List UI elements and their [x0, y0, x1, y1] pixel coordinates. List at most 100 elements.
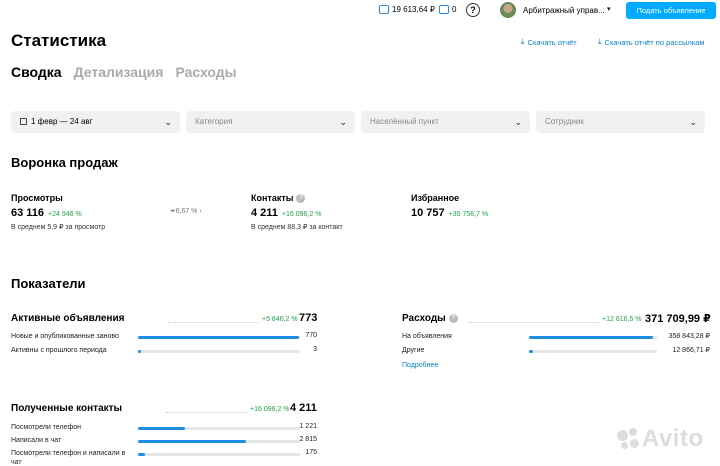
bar-fill — [138, 427, 185, 430]
received-contacts-row-label: Написали в чат — [11, 437, 62, 444]
views-delta: +24 946 % — [48, 211, 82, 218]
top-bar: 19 613,64 ₽ 0 ? Арбитражный управ... ▾ П… — [0, 0, 720, 22]
employee-placeholder: Сотрудник — [545, 117, 584, 126]
download-mailing-label: Скачать отчёт по рассылкам — [604, 37, 705, 47]
category-placeholder: Категория — [195, 117, 233, 126]
page-title: Статистика — [11, 31, 107, 50]
messages-link[interactable]: 0 — [439, 5, 456, 14]
contacts-value: 4 211 — [251, 207, 278, 219]
question-icon[interactable]: ? — [296, 193, 306, 203]
favorites-delta: +35 756,7 % — [448, 211, 489, 218]
expenses-delta: +12 616,5 % — [602, 316, 642, 323]
bar-fill — [138, 336, 300, 339]
active-ads-total: 773 — [299, 312, 318, 324]
funnel-icon: ⏷ — [170, 208, 176, 215]
expenses-more-link[interactable]: Подробнее — [402, 362, 439, 369]
active-ads-title-text: Активные объявления — [11, 313, 125, 324]
views-average: В среднем 5,9 ₽ за просмотр — [11, 224, 106, 231]
received-contacts-delta: +16 096,2 % — [250, 406, 290, 413]
favorites-label-text: Избранное — [411, 193, 460, 203]
views-value: 63 116 — [11, 207, 45, 219]
messages-icon — [439, 5, 449, 14]
expenses-title: Расходы ? — [402, 313, 458, 324]
views-value-row: 63 116 +24 946 % — [11, 207, 82, 219]
received-contacts-row-value: 2 815 — [299, 436, 317, 443]
bar-fill — [138, 350, 142, 353]
help-icon[interactable]: ? — [466, 3, 480, 17]
avito-logo-text: Avito — [642, 425, 704, 452]
avito-dots-icon — [617, 428, 639, 450]
contacts-delta: +16 096,2 % — [281, 211, 322, 218]
active-ads-row-label: Новые и опубликованные заново — [11, 333, 119, 340]
favorites-value: 10 757 — [411, 207, 445, 219]
dotted-leader — [468, 322, 600, 323]
expenses-row-value: 358 843,28 ₽ — [668, 333, 710, 340]
tabs: Сводка Детализация Расходы — [11, 64, 237, 80]
received-contacts-row-value: 1 221 — [299, 423, 317, 430]
avatar[interactable] — [500, 2, 516, 18]
download-icon: ⤓ — [521, 37, 525, 46]
tab-summary[interactable]: Сводка — [11, 64, 62, 80]
active-ads-title: Активные объявления — [11, 313, 124, 324]
active-ads-row-value: 770 — [305, 332, 317, 339]
contacts-label-text: Контакты — [251, 193, 294, 203]
received-contacts-title: Полученные контакты — [11, 403, 122, 414]
question-icon[interactable]: ? — [448, 314, 458, 323]
received-contacts-row-value: 175 — [305, 449, 317, 456]
received-contacts-bar — [138, 453, 300, 456]
active-ads-delta: +5 846,2 % — [262, 316, 298, 323]
avito-logo: Avito — [617, 425, 704, 453]
active-ads-bar — [138, 350, 300, 353]
received-contacts-total: 4 211 — [290, 402, 317, 414]
chevron-right-icon: › — [197, 208, 202, 215]
expenses-row-label: Другие — [402, 347, 425, 354]
expenses-row-label: На объявления — [402, 333, 452, 340]
expenses-bar — [529, 336, 657, 339]
received-contacts-row-label: Посмотрели телефон — [11, 424, 81, 431]
locality-select[interactable]: Населённый пункт ⌄ — [361, 111, 530, 133]
wallet-icon — [379, 5, 389, 14]
calendar-icon — [20, 118, 27, 125]
views-label-text: Просмотры — [11, 193, 63, 203]
chevron-down-icon: ⌄ — [339, 117, 347, 127]
contacts-value-row: 4 211 +16 096,2 % — [251, 207, 321, 219]
chevron-down-icon: ⌄ — [514, 117, 522, 127]
post-ad-button[interactable]: Подать объявление — [626, 2, 716, 19]
download-mailing-report-link[interactable]: ⤓ Скачать отчёт по рассылкам — [598, 37, 705, 47]
dotted-leader — [166, 412, 248, 413]
employee-select[interactable]: Сотрудник ⌄ — [536, 111, 705, 133]
indicators-title: Показатели — [11, 276, 86, 291]
contacts-label: Контакты ? — [251, 193, 306, 203]
filters-bar: 1 февр — 24 авг ⌄ Категория ⌄ Населённый… — [11, 111, 705, 133]
date-range-select[interactable]: 1 февр — 24 авг ⌄ — [11, 111, 180, 133]
expenses-row-value: 12 866,71 ₽ — [672, 347, 710, 354]
favorites-label: Избранное — [411, 193, 459, 203]
tab-expenses[interactable]: Расходы — [175, 64, 237, 80]
wallet-link[interactable]: 19 613,64 ₽ — [379, 5, 435, 14]
bar-fill — [529, 350, 534, 353]
download-icon: ⤓ — [598, 37, 602, 46]
dotted-leader — [168, 322, 260, 323]
conversion-value: 6,67 % — [175, 208, 198, 215]
category-select[interactable]: Категория ⌄ — [186, 111, 355, 133]
expenses-title-text: Расходы — [402, 313, 446, 324]
received-contacts-row-label: Посмотрели телефон и написали в чат — [11, 450, 126, 466]
tab-details[interactable]: Детализация — [73, 64, 164, 80]
views-label: Просмотры — [11, 193, 63, 203]
contacts-average: В среднем 88,3 ₽ за контакт — [251, 224, 343, 231]
chevron-down-icon: ⌄ — [164, 117, 172, 127]
received-contacts-bar — [138, 427, 300, 430]
chevron-down-icon: ⌄ — [689, 117, 697, 127]
chevron-down-icon[interactable]: ▾ — [607, 6, 611, 13]
conversion-badge[interactable]: ⏷6,67 % › — [170, 208, 202, 216]
favorites-value-row: 10 757 +35 756,7 % — [411, 207, 488, 219]
bar-fill — [138, 440, 247, 443]
download-report-link[interactable]: ⤓ Скачать отчёт — [521, 37, 577, 47]
active-ads-row-label: Активны с прошлого периода — [11, 347, 107, 354]
locality-placeholder: Населённый пункт — [370, 117, 439, 126]
active-ads-row-value: 3 — [313, 346, 317, 353]
funnel-title: Воронка продаж — [11, 155, 118, 170]
user-name[interactable]: Арбитражный управ... — [523, 6, 605, 15]
wallet-balance: 19 613,64 ₽ — [392, 5, 435, 14]
bar-fill — [138, 453, 145, 456]
